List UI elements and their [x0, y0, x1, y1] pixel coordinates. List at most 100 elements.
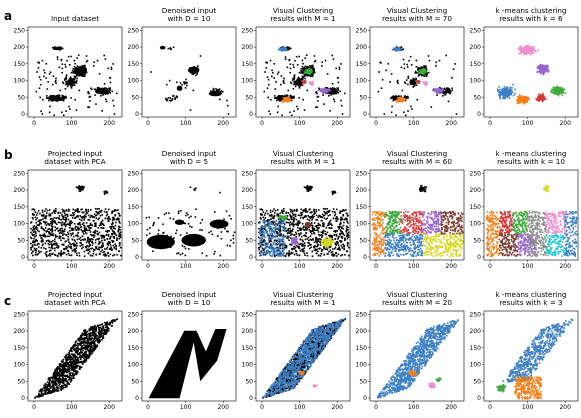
data-point	[76, 65, 79, 67]
data-point	[58, 252, 60, 255]
cluster-point	[324, 90, 327, 93]
data-point	[84, 64, 86, 67]
data-point	[55, 98, 58, 101]
data-point	[73, 75, 76, 78]
cluster-point	[396, 97, 399, 99]
data-point	[44, 242, 47, 245]
data-point	[74, 240, 76, 243]
cluster-point	[419, 70, 422, 73]
data-point	[219, 91, 222, 94]
data-point	[83, 225, 86, 227]
data-point	[73, 239, 76, 241]
data-point	[44, 72, 46, 74]
data-point	[276, 96, 279, 98]
data-point	[36, 212, 39, 214]
data-point	[98, 240, 101, 243]
cluster-point	[438, 90, 441, 93]
data-point	[97, 243, 100, 246]
data-point	[80, 69, 82, 71]
data-point	[96, 248, 99, 250]
data-point	[37, 210, 40, 212]
data-point	[58, 215, 61, 217]
cluster-point	[518, 49, 521, 51]
data-point	[41, 59, 44, 62]
data-point	[302, 78, 304, 80]
data-point	[53, 98, 56, 100]
data-point	[296, 64, 299, 66]
data-point	[72, 70, 75, 73]
data-point	[330, 90, 333, 92]
cluster-point	[302, 80, 304, 83]
x-tick-label: 200	[331, 120, 343, 127]
data-point	[106, 238, 109, 240]
data-point	[192, 73, 195, 76]
data-point	[199, 55, 202, 57]
data-point	[72, 72, 75, 74]
cluster-point	[557, 94, 560, 97]
data-point	[81, 74, 83, 76]
data-point	[115, 234, 118, 236]
data-point	[403, 63, 406, 65]
cluster-point	[540, 68, 543, 71]
y-tick-label: 0	[21, 111, 25, 118]
data-point	[293, 78, 295, 80]
cluster-point	[512, 91, 514, 94]
data-point	[377, 90, 380, 93]
data-point	[55, 77, 57, 80]
data-point	[276, 111, 279, 114]
data-point	[92, 216, 94, 219]
data-point	[337, 87, 339, 89]
data-point	[69, 81, 71, 83]
data-point	[118, 244, 121, 247]
cluster-point	[425, 82, 427, 85]
data-point	[301, 84, 304, 86]
data-point	[304, 57, 306, 59]
data-point	[404, 81, 406, 84]
cluster-point	[537, 67, 540, 70]
cluster-point	[519, 49, 522, 51]
data-point	[60, 219, 63, 221]
data-point	[75, 209, 78, 211]
data-point	[411, 82, 413, 84]
cluster-point	[545, 69, 547, 71]
cluster-point	[307, 69, 310, 72]
data-point	[66, 223, 69, 225]
data-point	[113, 217, 115, 219]
data-point	[409, 83, 412, 86]
data-point	[101, 219, 104, 222]
data-point	[63, 114, 65, 117]
data-point	[54, 247, 56, 249]
cluster-point	[281, 101, 284, 104]
x-tick-label: 200	[103, 120, 115, 127]
data-point	[210, 90, 212, 92]
cluster-point	[416, 80, 418, 83]
cluster-point	[512, 83, 514, 86]
data-point	[99, 253, 101, 255]
data-point	[39, 78, 42, 81]
data-point	[69, 78, 71, 80]
data-point	[75, 70, 78, 72]
data-point	[407, 77, 410, 79]
data-point	[293, 83, 295, 86]
data-point	[309, 75, 312, 77]
cluster-point	[543, 96, 546, 99]
data-point	[30, 248, 32, 251]
data-point	[78, 218, 81, 221]
data-point	[54, 249, 56, 252]
data-point	[276, 97, 278, 100]
y-tick-label: 150	[470, 61, 482, 68]
data-point	[74, 70, 76, 73]
cluster-point	[530, 50, 533, 52]
data-point	[171, 99, 173, 101]
cluster-point	[287, 97, 290, 100]
data-point	[54, 99, 57, 102]
cluster-point	[527, 97, 530, 99]
data-point	[438, 59, 441, 62]
data-point	[447, 87, 449, 90]
y-tick-label: 200	[356, 44, 368, 51]
data-point	[329, 91, 331, 94]
data-point	[413, 84, 416, 86]
data-point	[436, 94, 438, 96]
data-point	[69, 83, 72, 85]
data-point	[53, 216, 56, 219]
